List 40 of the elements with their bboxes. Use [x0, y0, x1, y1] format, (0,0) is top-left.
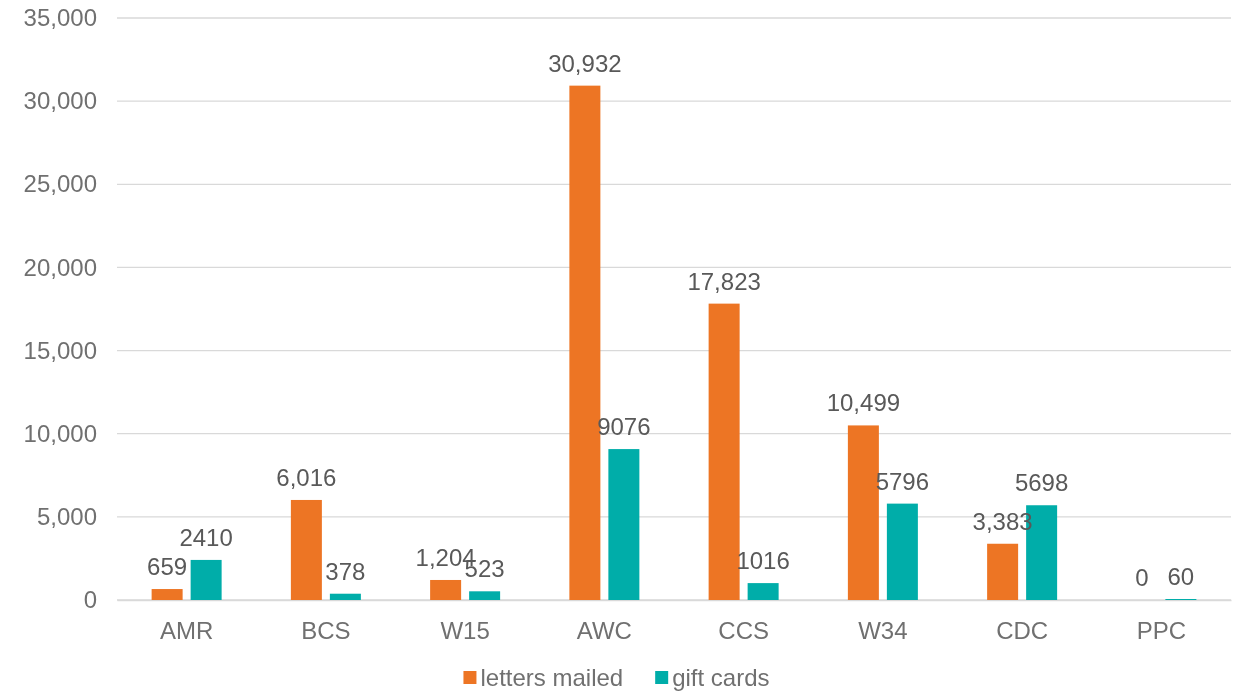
- y-tick-label: 0: [83, 586, 97, 614]
- data-label: 0: [1135, 564, 1149, 591]
- y-tick-label: 35,000: [23, 4, 97, 32]
- y-tick-label: 25,000: [23, 170, 97, 198]
- x-tick-label: AWC: [576, 617, 632, 645]
- bar: [290, 499, 322, 600]
- y-tick-label: 10,000: [23, 419, 97, 447]
- legend-label: gift cards: [672, 664, 770, 691]
- bar: [886, 503, 918, 600]
- x-tick-label: CDC: [996, 617, 1049, 645]
- y-tick-label: 30,000: [23, 87, 97, 115]
- bar: [747, 583, 779, 600]
- x-tick-label: CCS: [718, 617, 769, 645]
- y-tick-label: 20,000: [23, 253, 97, 281]
- x-tick-label: AMR: [159, 617, 214, 645]
- data-label: 2410: [179, 523, 233, 551]
- data-label: 659: [147, 553, 188, 581]
- bar: [190, 559, 222, 600]
- data-label: 378: [325, 557, 366, 585]
- data-label: 17,823: [687, 267, 761, 295]
- bar: [608, 449, 640, 600]
- data-label: 6,016: [276, 463, 337, 491]
- x-tick-label: W15: [440, 617, 490, 645]
- bar: [987, 543, 1019, 600]
- bar: [469, 591, 501, 600]
- x-tick-label: W34: [858, 617, 908, 645]
- bar: [151, 589, 183, 600]
- x-tick-label: PPC: [1136, 617, 1187, 645]
- bar: [430, 579, 462, 600]
- bar: [329, 593, 361, 600]
- y-tick-label: 5,000: [36, 503, 97, 531]
- data-label: 5698: [1014, 469, 1069, 497]
- data-label: 10,499: [826, 389, 901, 417]
- x-tick-label: BCS: [301, 617, 351, 645]
- data-label: 60: [1167, 563, 1195, 590]
- legend-label: letters mailed: [480, 664, 624, 691]
- y-tick-label: 15,000: [23, 336, 97, 364]
- data-label: 30,932: [548, 49, 622, 77]
- bar: [847, 425, 879, 600]
- bar: [708, 303, 740, 600]
